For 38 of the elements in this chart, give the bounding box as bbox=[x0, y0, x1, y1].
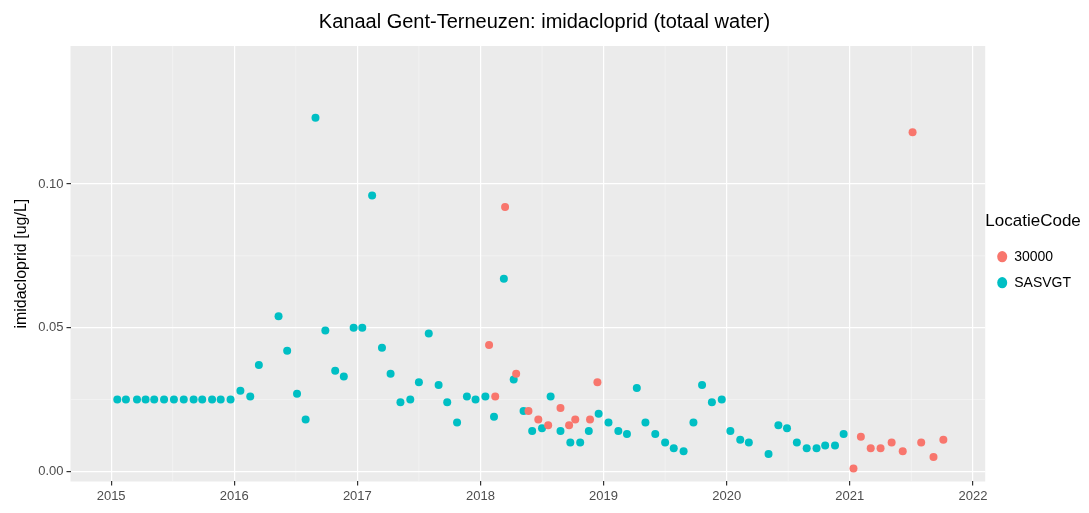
point bbox=[544, 421, 553, 430]
legend-label: SASVGT bbox=[1014, 273, 1072, 290]
x-tick-label: 2019 bbox=[589, 487, 619, 503]
chart-title: Kanaal Gent-Terneuzen: imidacloprid (totaal water) bbox=[318, 9, 771, 32]
point bbox=[534, 415, 543, 424]
point bbox=[512, 369, 521, 378]
point bbox=[593, 378, 602, 387]
point bbox=[939, 435, 948, 444]
point bbox=[876, 444, 885, 453]
y-tick-label: 0.05 bbox=[38, 319, 64, 335]
x-tick-label: 2021 bbox=[835, 487, 865, 503]
y-axis-title: imidacloprid [ug/L] bbox=[12, 198, 30, 329]
point bbox=[856, 432, 865, 441]
point bbox=[929, 452, 938, 461]
point bbox=[491, 392, 500, 401]
x-tick-label: 2022 bbox=[958, 487, 988, 503]
x-tick-label: 2018 bbox=[466, 487, 495, 503]
point bbox=[908, 128, 917, 137]
x-tick-label: 2017 bbox=[342, 487, 372, 503]
point bbox=[565, 421, 574, 430]
point bbox=[887, 438, 896, 447]
point bbox=[501, 202, 510, 211]
legend-title: LocatieCode bbox=[985, 211, 1081, 231]
point bbox=[917, 438, 926, 447]
x-tick-label: 2016 bbox=[219, 487, 249, 503]
point bbox=[898, 447, 907, 456]
x-tick-label: 2020 bbox=[712, 487, 742, 503]
point bbox=[571, 415, 580, 424]
point bbox=[849, 464, 858, 473]
y-tick-label: 0.00 bbox=[38, 462, 64, 478]
y-tick-label: 0.10 bbox=[38, 175, 64, 191]
point bbox=[866, 444, 875, 453]
x-tick-label: 2015 bbox=[96, 487, 126, 503]
point bbox=[556, 404, 565, 413]
point bbox=[586, 415, 595, 424]
point bbox=[524, 406, 533, 415]
point bbox=[485, 340, 494, 349]
legend-label: 30000 bbox=[1014, 247, 1054, 264]
